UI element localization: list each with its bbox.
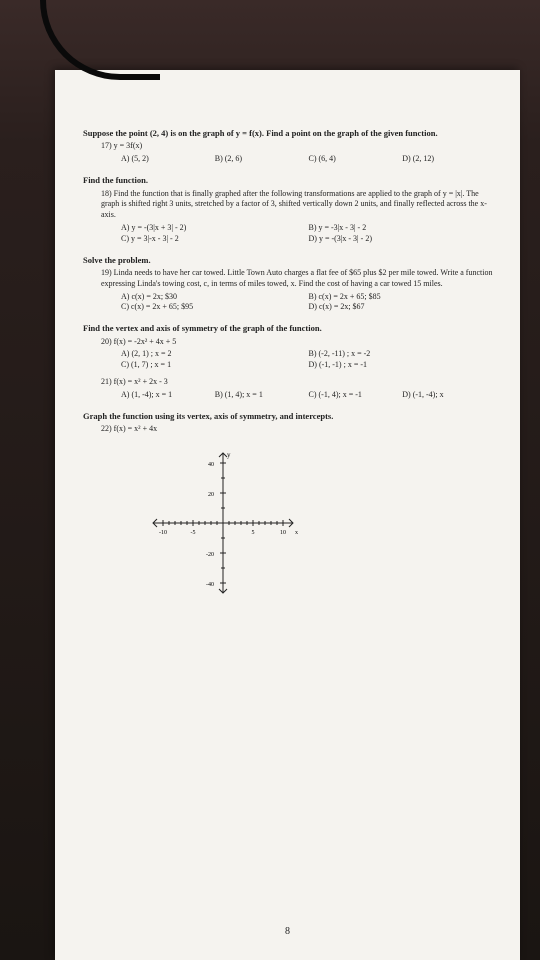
choice-d: D) (-1, -4); x xyxy=(402,390,496,401)
choice-c: C) (-1, 4); x = -1 xyxy=(309,390,403,401)
q20: 20) f(x) = -2x² + 4x + 5 xyxy=(101,337,496,348)
q-number: 19) xyxy=(101,268,112,277)
x-tick: 5 xyxy=(252,530,255,536)
choice-b: B) c(x) = 2x + 65; $85 xyxy=(309,292,497,303)
choice-a: A) y = -(3|x + 3| - 2) xyxy=(121,223,309,234)
q21: 21) f(x) = x² + 2x - 3 xyxy=(101,377,496,388)
x-tick: 10 xyxy=(280,530,286,536)
choice-c: C) c(x) = 2x + 65; $95 xyxy=(121,302,309,313)
x-axis-label: x xyxy=(295,530,298,536)
section-heading: Find the function. xyxy=(83,175,496,186)
choice-d: D) y = -(3|x - 3| - 2) xyxy=(309,234,497,245)
q-number: 17) xyxy=(101,141,112,150)
section-heading: Graph the function using its vertex, axi… xyxy=(83,411,496,422)
y-tick: -40 xyxy=(206,582,214,588)
x-tick: -5 xyxy=(191,530,196,536)
choice-d: D) (2, 12) xyxy=(402,154,496,165)
y-tick: 40 xyxy=(208,462,214,468)
q-body: f(x) = -2x² + 4x + 5 xyxy=(114,337,177,346)
section-heading: Suppose the point (2, 4) is on the graph… xyxy=(83,128,496,139)
choice-b: B) y = -3|x - 3| - 2 xyxy=(309,223,497,234)
page-number: 8 xyxy=(55,925,520,939)
q-body: Find the function that is finally graphe… xyxy=(101,189,487,220)
choice-c: C) y = 3|-x - 3| - 2 xyxy=(121,234,309,245)
q17-choices: A) (5, 2) B) (2, 6) C) (6, 4) D) (2, 12) xyxy=(121,154,496,165)
q19-choices: A) c(x) = 2x; $30 B) c(x) = 2x + 65; $85… xyxy=(121,292,496,314)
section-heading: Solve the problem. xyxy=(83,255,496,266)
q-body: f(x) = x² + 2x - 3 xyxy=(114,377,168,386)
q-body: Linda needs to have her car towed. Littl… xyxy=(101,268,492,288)
q-body: y = 3f(x) xyxy=(114,141,143,150)
choice-c: C) (6, 4) xyxy=(309,154,403,165)
q-body: f(x) = x² + 4x xyxy=(114,424,157,433)
q18-choices: A) y = -(3|x + 3| - 2) B) y = -3|x - 3| … xyxy=(121,223,496,245)
q17: 17) y = 3f(x) xyxy=(101,141,496,152)
section-heading: Find the vertex and axis of symmetry of … xyxy=(83,323,496,334)
worksheet-page: Suppose the point (2, 4) is on the graph… xyxy=(55,70,520,960)
q18: 18) Find the function that is finally gr… xyxy=(101,189,496,221)
q-number: 18) xyxy=(101,189,112,198)
q20-choices: A) (2, 1) ; x = 2 B) (-2, -11) ; x = -2 … xyxy=(121,349,496,371)
choice-b: B) (-2, -11) ; x = -2 xyxy=(309,349,497,360)
choice-a: A) c(x) = 2x; $30 xyxy=(121,292,309,303)
choice-b: B) (1, 4); x = 1 xyxy=(215,390,309,401)
choice-a: A) (1, -4); x = 1 xyxy=(121,390,215,401)
choice-a: A) (2, 1) ; x = 2 xyxy=(121,349,309,360)
choice-b: B) (2, 6) xyxy=(215,154,309,165)
y-tick: 20 xyxy=(208,492,214,498)
usb-cable xyxy=(40,0,160,80)
choice-d: D) c(x) = 2x; $67 xyxy=(309,302,497,313)
y-tick: -20 xyxy=(206,552,214,558)
q22: 22) f(x) = x² + 4x xyxy=(101,424,496,435)
choice-c: C) (1, 7) ; x = 1 xyxy=(121,360,309,371)
coordinate-axes: y 40 20 -20 -40 -10 -5 5 10 x xyxy=(143,443,303,603)
q19: 19) Linda needs to have her car towed. L… xyxy=(101,268,496,290)
q21-choices: A) (1, -4); x = 1 B) (1, 4); x = 1 C) (-… xyxy=(121,390,496,401)
choice-a: A) (5, 2) xyxy=(121,154,215,165)
q-number: 20) xyxy=(101,337,112,346)
y-axis-label: y xyxy=(227,451,231,459)
q-number: 22) xyxy=(101,424,112,433)
q-number: 21) xyxy=(101,377,112,386)
choice-d: D) (-1, -1) ; x = -1 xyxy=(309,360,497,371)
x-tick: -10 xyxy=(159,530,167,536)
